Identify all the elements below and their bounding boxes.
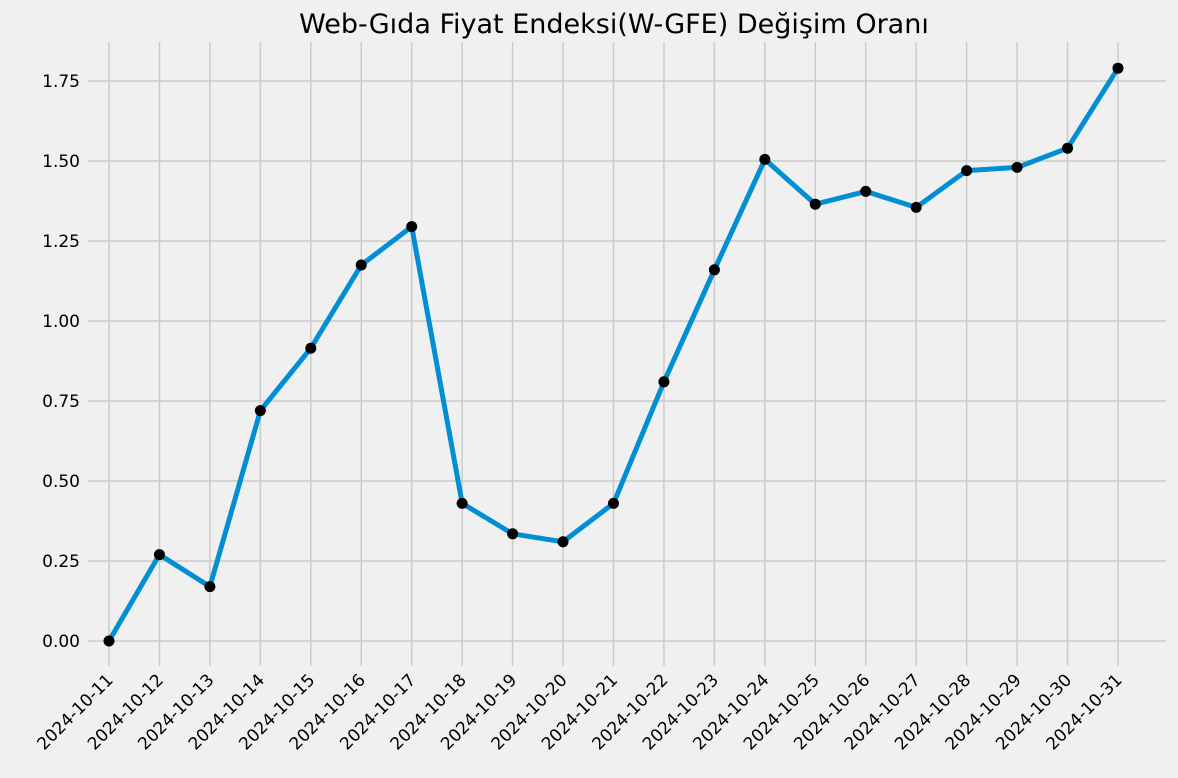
data-points — [103, 62, 1124, 647]
data-point — [406, 221, 418, 233]
data-point — [557, 536, 569, 548]
data-point — [658, 376, 670, 388]
data-point — [708, 264, 720, 276]
data-point — [910, 201, 922, 213]
data-point — [809, 198, 821, 210]
data-point — [860, 185, 872, 197]
data-point — [204, 581, 216, 593]
grid — [88, 42, 1166, 666]
data-point — [1011, 161, 1023, 173]
y-tick-label: 1.75 — [42, 72, 80, 92]
data-point — [103, 635, 115, 647]
data-point — [456, 497, 468, 509]
data-point — [608, 497, 619, 509]
y-tick-label: 1.25 — [42, 232, 80, 252]
y-tick-label: 0.00 — [42, 632, 80, 652]
y-tick-label: 0.25 — [42, 552, 80, 572]
y-tick-label: 1.00 — [42, 312, 80, 332]
y-axis-ticks: 0.00 0.25 0.50 0.75 1.00 1.25 1.50 1.75 — [42, 72, 80, 652]
x-axis-ticks: 2024-10-112024-10-122024-10-132024-10-14… — [34, 670, 1127, 754]
data-point — [507, 528, 519, 540]
y-tick-label: 1.50 — [42, 152, 80, 172]
data-point — [355, 259, 367, 271]
data-point — [254, 405, 266, 417]
chart-title: Web-Gıda Fiyat Endeksi(W-GFE) Değişim Or… — [299, 9, 929, 40]
data-point — [759, 153, 771, 165]
data-point — [961, 165, 973, 177]
y-tick-label: 0.50 — [42, 472, 80, 492]
y-tick-label: 0.75 — [42, 392, 80, 412]
data-point — [153, 549, 165, 561]
data-point — [1112, 62, 1124, 74]
data-point — [1062, 142, 1074, 154]
data-point — [305, 342, 317, 354]
